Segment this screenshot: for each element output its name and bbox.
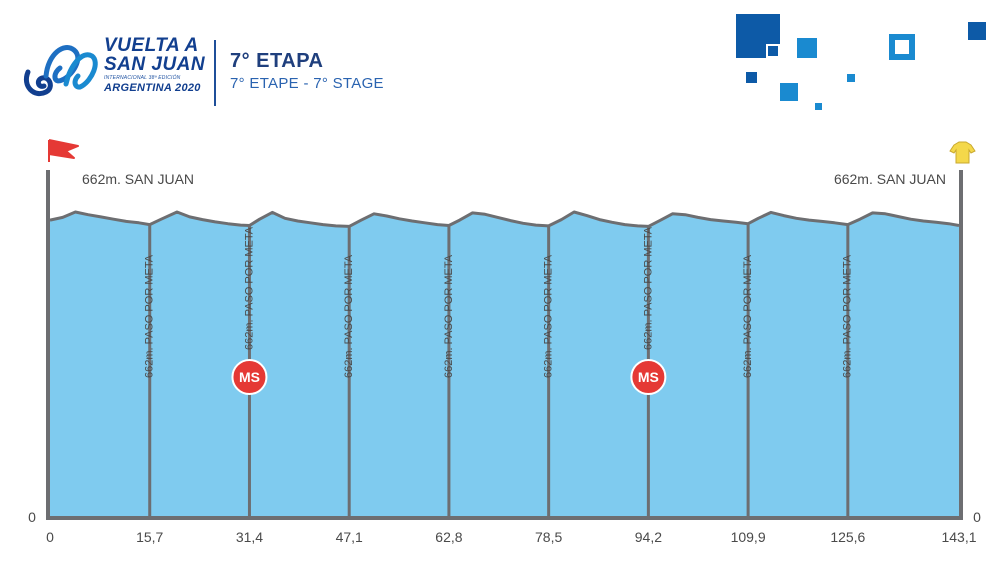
x-tick-label: 143,1 [941, 529, 976, 545]
x-tick-label: 78,5 [535, 529, 562, 545]
y-axis-label-right: 0 [973, 509, 981, 525]
segment-label: 662m. PASO POR META [642, 226, 654, 350]
x-tick-label: 31,4 [236, 529, 263, 545]
deco-square [968, 22, 986, 40]
deco-square [797, 38, 817, 58]
sprint-badge-label: MS [638, 369, 659, 385]
stage-title: 7° ETAPA [230, 50, 324, 72]
deco-square [895, 40, 909, 54]
deco-square [847, 74, 855, 82]
deco-square [780, 83, 798, 101]
x-tick-label: 15,7 [136, 529, 163, 545]
logo-line-3: ARGENTINA 2020 [104, 82, 201, 94]
segment-label: 662m. PASO POR META [243, 226, 255, 350]
x-tick-label: 125,6 [830, 529, 865, 545]
start-label: 662m. SAN JUAN [82, 171, 194, 187]
x-tick-label: 0 [46, 529, 54, 545]
deco-square [768, 46, 778, 56]
deco-square [746, 72, 757, 83]
sprint-badge [630, 359, 667, 395]
elevation-line [49, 210, 960, 228]
vuelta-logo-mark-icon [24, 45, 98, 96]
vuelta-logo-text: VUELTA A SAN JUAN INTERNACIONAL 38ª EDIC… [104, 36, 205, 94]
y-axis-label-left: 0 [28, 509, 36, 525]
logo-line-1: VUELTA A [104, 35, 199, 56]
start-flag-icon [48, 139, 79, 162]
deco-square [815, 103, 822, 110]
finish-label: 662m. SAN JUAN [834, 171, 946, 187]
segment-label: 662m. PASO POR META [742, 254, 754, 378]
sprint-badge [231, 359, 268, 395]
segment-label: 662m. PASO POR META [144, 254, 156, 378]
header-divider [214, 40, 216, 106]
sprint-badge-label: MS [239, 369, 260, 385]
x-tick-label: 47,1 [336, 529, 363, 545]
segment-label: 662m. PASO POR META [443, 254, 455, 378]
stage-subtitle: 7° ETAPE - 7° STAGE [230, 75, 384, 92]
segment-label: 662m. PASO POR META [543, 254, 555, 378]
segment-label: 662m. PASO POR META [842, 254, 854, 378]
vuelta-logo: VUELTA A SAN JUAN INTERNACIONAL 38ª EDIC… [20, 36, 220, 106]
x-tick-label: 109,9 [731, 529, 766, 545]
x-tick-label: 94,2 [635, 529, 662, 545]
logo-line-2: SAN JUAN [104, 54, 206, 75]
logo-subline: INTERNACIONAL 38ª EDICIÓN [104, 75, 181, 81]
elevation-area [50, 212, 959, 518]
segment-label: 662m. PASO POR META [343, 254, 355, 378]
x-tick-label: 62,8 [435, 529, 462, 545]
finish-jersey-icon [949, 141, 976, 164]
